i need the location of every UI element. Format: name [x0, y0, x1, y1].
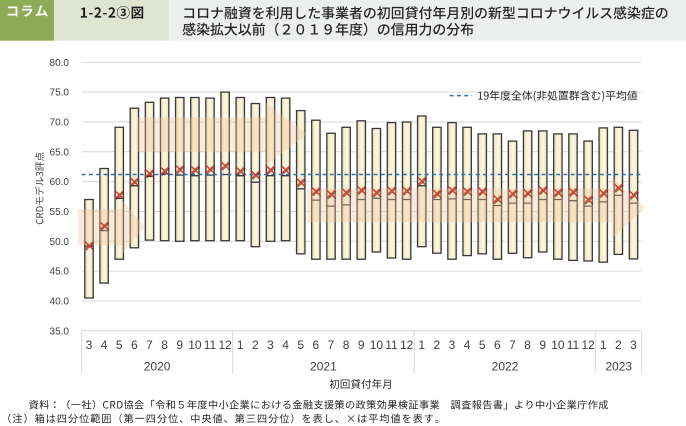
- svg-text:55.0: 55.0: [50, 207, 70, 218]
- svg-text:3: 3: [449, 338, 456, 352]
- svg-text:1: 1: [237, 338, 244, 352]
- svg-text:6: 6: [313, 338, 320, 352]
- svg-text:35.0: 35.0: [50, 326, 70, 337]
- svg-text:70.0: 70.0: [50, 118, 70, 129]
- svg-text:3: 3: [267, 338, 274, 352]
- svg-text:5: 5: [297, 338, 304, 352]
- svg-text:80.0: 80.0: [50, 58, 70, 69]
- svg-text:9: 9: [539, 338, 546, 352]
- svg-text:8: 8: [524, 338, 531, 352]
- svg-text:7: 7: [509, 338, 516, 352]
- svg-text:2: 2: [252, 338, 259, 352]
- svg-text:11: 11: [204, 338, 217, 352]
- svg-text:7: 7: [146, 338, 153, 352]
- svg-text:4: 4: [101, 338, 108, 352]
- svg-text:65.0: 65.0: [50, 147, 70, 158]
- svg-text:2: 2: [434, 338, 441, 352]
- svg-text:75.0: 75.0: [50, 88, 70, 99]
- svg-text:10: 10: [188, 338, 202, 352]
- svg-text:2: 2: [615, 338, 622, 352]
- svg-text:5: 5: [116, 338, 123, 352]
- svg-text:10: 10: [370, 338, 384, 352]
- svg-text:45.0: 45.0: [50, 267, 70, 278]
- svg-text:1: 1: [600, 338, 607, 352]
- svg-text:11: 11: [567, 338, 580, 352]
- svg-text:9: 9: [358, 338, 365, 352]
- svg-text:9: 9: [176, 338, 183, 352]
- svg-text:7: 7: [328, 338, 335, 352]
- svg-text:3: 3: [630, 338, 637, 352]
- svg-text:4: 4: [464, 338, 471, 352]
- svg-text:2021: 2021: [310, 360, 337, 374]
- svg-text:50.0: 50.0: [50, 237, 70, 248]
- svg-text:60.0: 60.0: [50, 177, 70, 188]
- svg-text:10: 10: [551, 338, 565, 352]
- svg-text:40.0: 40.0: [50, 297, 70, 308]
- svg-text:3: 3: [86, 338, 93, 352]
- svg-text:2023: 2023: [605, 360, 632, 374]
- svg-text:2020: 2020: [144, 360, 171, 374]
- svg-text:1: 1: [418, 338, 425, 352]
- svg-text:12: 12: [581, 338, 595, 352]
- svg-text:12: 12: [218, 338, 232, 352]
- svg-text:4: 4: [282, 338, 289, 352]
- svg-text:11: 11: [385, 338, 398, 352]
- svg-text:12: 12: [400, 338, 414, 352]
- svg-text:8: 8: [161, 338, 168, 352]
- svg-text:6: 6: [494, 338, 501, 352]
- svg-text:6: 6: [131, 338, 138, 352]
- svg-text:8: 8: [343, 338, 350, 352]
- svg-text:2022: 2022: [492, 360, 519, 374]
- svg-text:5: 5: [479, 338, 486, 352]
